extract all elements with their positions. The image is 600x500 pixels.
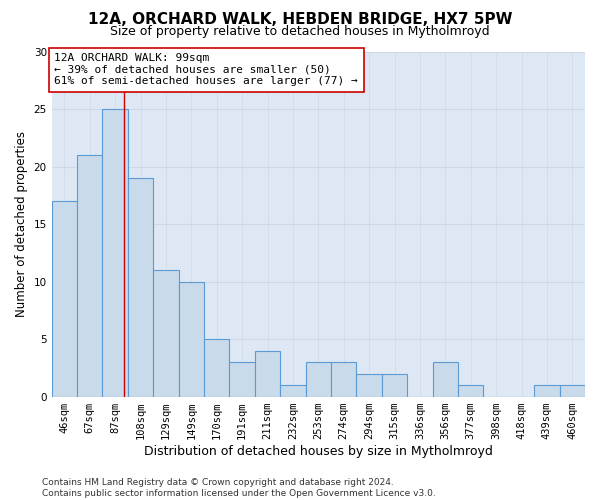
Bar: [534, 385, 560, 396]
Y-axis label: Number of detached properties: Number of detached properties: [15, 131, 28, 317]
Bar: [255, 350, 280, 397]
Bar: [52, 201, 77, 396]
Bar: [103, 109, 128, 397]
Bar: [382, 374, 407, 396]
Bar: [128, 178, 153, 396]
Bar: [204, 339, 229, 396]
Bar: [331, 362, 356, 396]
Bar: [179, 282, 204, 397]
Bar: [458, 385, 484, 396]
Bar: [153, 270, 179, 396]
Bar: [305, 362, 331, 396]
Bar: [77, 155, 103, 396]
Bar: [560, 385, 585, 396]
Bar: [229, 362, 255, 396]
Text: 12A, ORCHARD WALK, HEBDEN BRIDGE, HX7 5PW: 12A, ORCHARD WALK, HEBDEN BRIDGE, HX7 5P…: [88, 12, 512, 28]
Bar: [433, 362, 458, 396]
Text: Size of property relative to detached houses in Mytholmroyd: Size of property relative to detached ho…: [110, 25, 490, 38]
Bar: [280, 385, 305, 396]
Bar: [356, 374, 382, 396]
Text: 12A ORCHARD WALK: 99sqm
← 39% of detached houses are smaller (50)
61% of semi-de: 12A ORCHARD WALK: 99sqm ← 39% of detache…: [55, 53, 358, 86]
X-axis label: Distribution of detached houses by size in Mytholmroyd: Distribution of detached houses by size …: [144, 444, 493, 458]
Text: Contains HM Land Registry data © Crown copyright and database right 2024.
Contai: Contains HM Land Registry data © Crown c…: [42, 478, 436, 498]
